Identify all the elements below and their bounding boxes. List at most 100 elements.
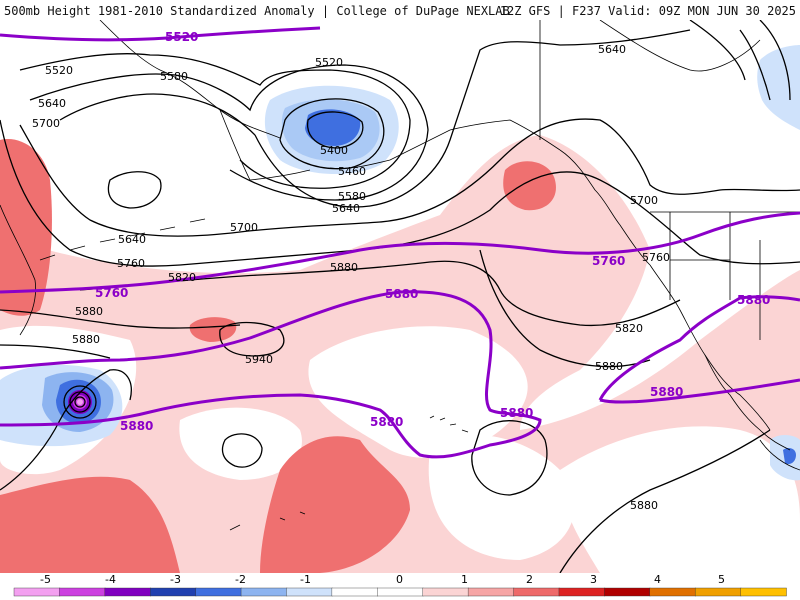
label-5880-c: 5880 <box>72 333 100 346</box>
label-5580-a: 5580 <box>160 70 188 83</box>
label-5520-a: 5520 <box>315 56 343 69</box>
alaska-coastline <box>99 20 561 181</box>
label-5640-b: 5640 <box>332 202 360 215</box>
weather-map: 5400 5460 5520 5520 5580 5580 5640 5640 … <box>0 20 800 573</box>
label-5760-a: 5760 <box>117 257 145 270</box>
label-5880-e: 5880 <box>630 499 658 512</box>
label-5880-d: 5880 <box>595 360 623 373</box>
thick-label-5880-f: 5880 <box>737 293 770 307</box>
us-west-coastline <box>649 264 791 451</box>
thick-contour-5760 <box>0 211 800 294</box>
aleutian-islands <box>39 218 206 261</box>
tick-5: 5 <box>718 573 725 586</box>
colorbar-swatch <box>150 587 197 597</box>
contour-5940 <box>219 321 285 357</box>
contour-northeast <box>689 20 791 101</box>
label-5640-a: 5640 <box>38 97 66 110</box>
reference-contours <box>0 26 800 459</box>
thick-label-5880-e: 5880 <box>650 385 683 399</box>
thick-label-5760-a: 5760 <box>95 286 128 300</box>
colorbar-swatch <box>467 587 515 597</box>
northeast-land <box>599 20 761 72</box>
tick-2: 2 <box>526 573 533 586</box>
contour-5520 <box>19 53 411 189</box>
bc-coastline <box>559 149 651 266</box>
colorbar-tick-labels: -5 -4 -3 -2 -1 0 1 2 3 4 5 <box>40 573 725 586</box>
cyclone-eye-center <box>77 399 83 405</box>
label-5640-c: 5640 <box>598 43 626 56</box>
mexico-coastline <box>759 439 800 471</box>
baja-coastline <box>704 354 771 431</box>
strong-positive-southwest <box>0 476 180 573</box>
label-5580-b: 5580 <box>338 190 366 203</box>
cyclone-contour-rings-inner <box>69 391 91 413</box>
label-5520-b: 5520 <box>45 64 73 77</box>
tick-minus-5: -5 <box>40 573 51 586</box>
contour-5640-loop <box>107 171 162 209</box>
map-title: 500mb Height 1981-2010 Standardized Anom… <box>4 4 510 18</box>
colorbar-swatch <box>331 587 378 597</box>
label-5880-a: 5880 <box>330 261 358 274</box>
neutral-area-south <box>428 435 575 560</box>
colorbar-swatch <box>604 587 651 597</box>
label-5820-a: 5820 <box>168 271 196 284</box>
tick-0: 0 <box>396 573 403 586</box>
colorbar-swatch <box>649 587 696 597</box>
tick-1: 1 <box>461 573 468 586</box>
negative-anomaly-east-pacific-core <box>783 447 796 465</box>
contour-5640 <box>59 29 691 208</box>
anomaly-colorbar: -5 -4 -3 -2 -1 0 1 2 3 4 5 <box>0 573 800 600</box>
contour-5880 <box>0 249 651 368</box>
canada-us-border <box>539 20 800 340</box>
map-header: 500mb Height 1981-2010 Standardized Anom… <box>0 0 800 20</box>
negative-anomaly-alaska-core <box>305 109 361 146</box>
strong-positive-west <box>0 139 52 316</box>
thick-label-5880-b: 5880 <box>120 419 153 433</box>
colorbar-swatch <box>422 587 469 597</box>
contour-5580 <box>29 64 429 201</box>
thick-contour-5520 <box>0 26 321 42</box>
label-5880-b: 5880 <box>75 305 103 318</box>
negative-anomaly-northeast-corner <box>757 45 800 130</box>
neutral-area-central <box>308 326 528 458</box>
label-5940: 5940 <box>245 353 273 366</box>
thick-label-5520: 5520 <box>165 30 198 44</box>
colorbar-swatch <box>513 587 560 597</box>
contour-5700 <box>19 118 800 237</box>
neutral-area-southwest <box>179 407 302 480</box>
model-run-info: 12Z GFS | F237 Valid: 09Z MON JUN 30 202… <box>499 4 796 18</box>
colorbar-swatch <box>740 587 787 597</box>
contour-labels: 5400 5460 5520 5520 5580 5580 5640 5640 … <box>32 43 670 512</box>
label-5760-b: 5760 <box>642 251 670 264</box>
contour-5820 <box>79 260 681 327</box>
label-5700-b: 5700 <box>230 221 258 234</box>
cyclone-contour-rings-core <box>74 396 86 408</box>
tick-4: 4 <box>654 573 661 586</box>
tick-3: 3 <box>590 573 597 586</box>
colorbar-swatch <box>13 587 61 597</box>
tick-minus-1: -1 <box>300 573 311 586</box>
tick-minus-3: -3 <box>170 573 181 586</box>
colorbar-swatch <box>195 587 242 597</box>
label-5400: 5400 <box>320 144 348 157</box>
colorbar-swatch <box>377 587 424 597</box>
height-contours <box>0 20 800 573</box>
neutral-area-east <box>560 426 800 573</box>
colorbar-swatch <box>104 587 151 597</box>
label-5700-c: 5700 <box>630 194 658 207</box>
thick-contour-5880-west <box>0 290 542 459</box>
label-5700-a: 5700 <box>32 117 60 130</box>
contour-5880-southeast <box>559 429 771 573</box>
colorbar-swatch <box>694 587 742 597</box>
australia-pacific-islands <box>229 511 306 531</box>
colorbar-swatches <box>13 587 787 597</box>
colorbar-swatch <box>286 587 333 597</box>
contour-5880-west <box>0 369 132 491</box>
tick-minus-4: -4 <box>105 573 116 586</box>
thick-label-5880-a: 5880 <box>385 287 418 301</box>
strong-positive-mid <box>189 317 237 342</box>
russia-coastline <box>0 204 37 336</box>
anomaly-shading <box>0 45 800 573</box>
thick-contour-5880-east <box>598 295 800 404</box>
contour-5880-south-loop <box>471 420 548 496</box>
